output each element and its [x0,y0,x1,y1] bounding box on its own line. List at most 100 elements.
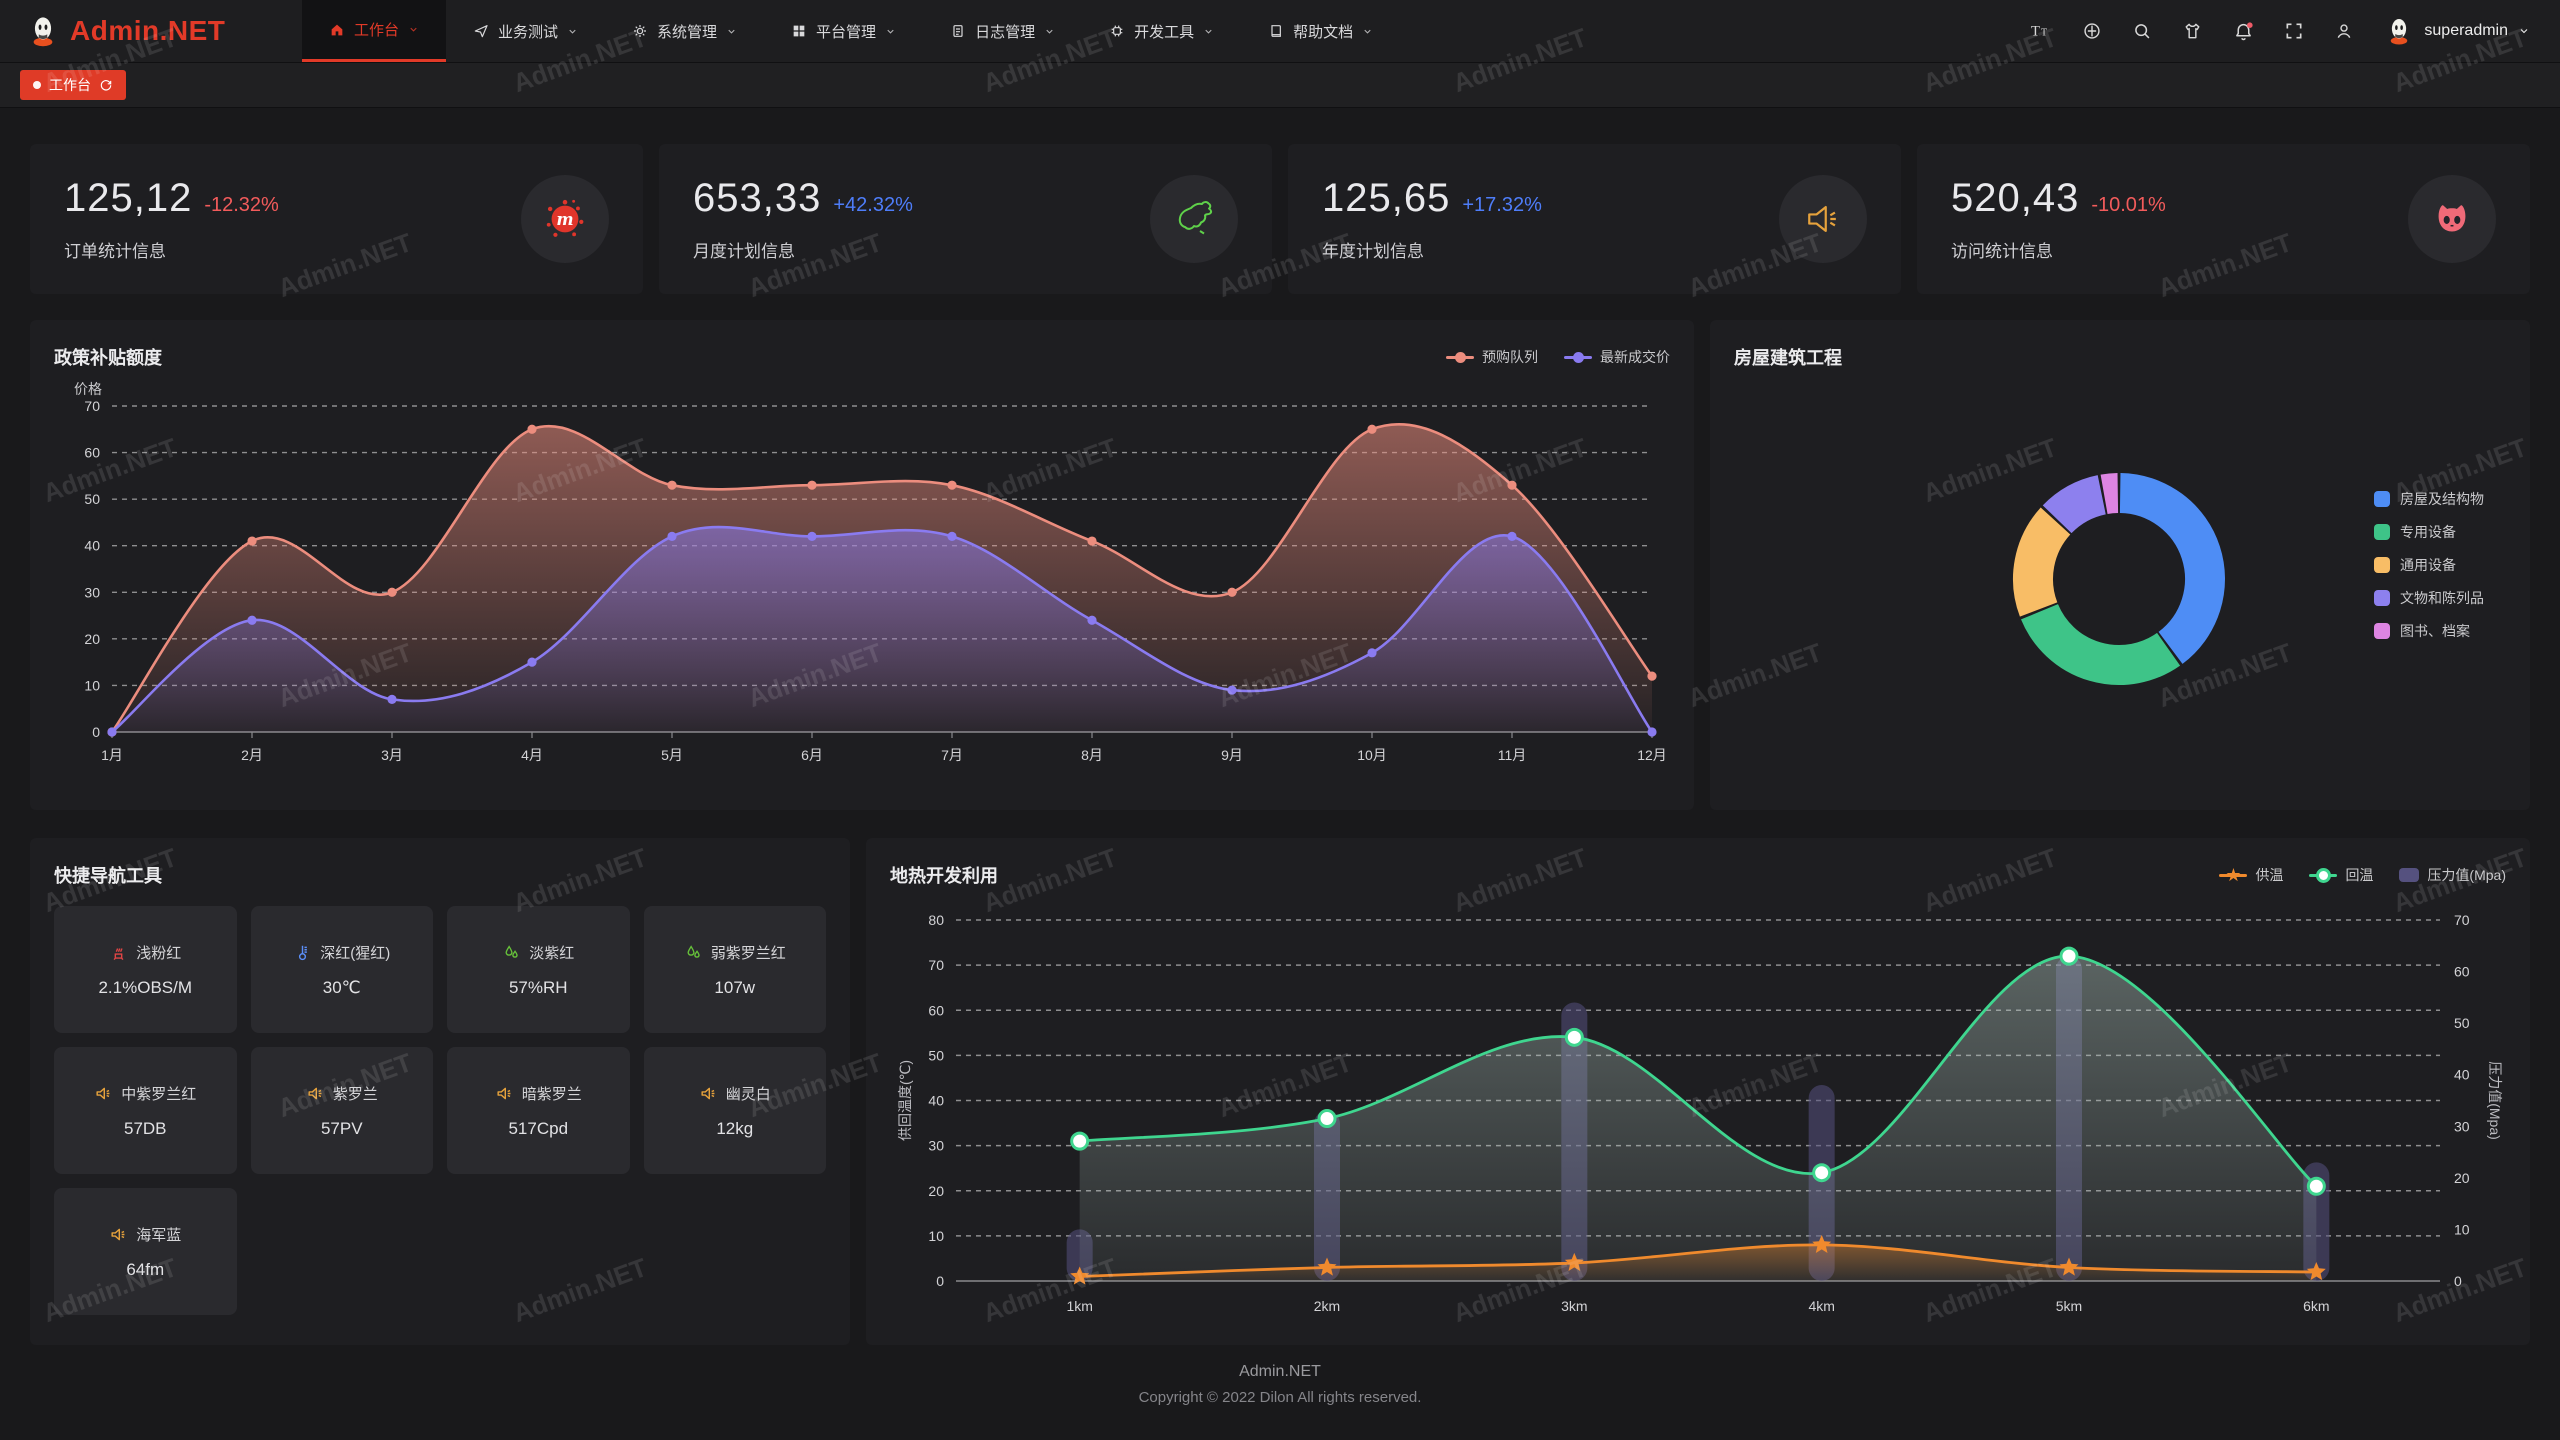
tab-workbench[interactable]: 工作台 [20,70,126,100]
speaker-icon [109,1225,128,1244]
quick-nav-tile[interactable]: 淡紫红 57%RH [447,906,630,1033]
quick-nav-tile[interactable]: 中紫罗兰红 57DB [54,1047,237,1174]
svg-text:9月: 9月 [1221,747,1243,763]
tab-label: 工作台 [49,77,91,93]
svg-text:40: 40 [84,538,100,554]
quick-nav-tile[interactable]: 暗紫罗兰 517Cpd [447,1047,630,1174]
tile-label: 幽灵白 [725,1085,771,1103]
theme-shirt-icon[interactable] [2182,21,2203,41]
quick-nav-tile[interactable]: 弱紫罗兰红 107w [643,906,826,1033]
svg-text:1月: 1月 [101,747,123,763]
quick-nav-tile[interactable]: 浅粉红 2.1%OBS/M [54,906,237,1033]
legend-item[interactable]: 房屋及结构物 [2374,489,2484,509]
svg-text:70: 70 [2454,912,2470,928]
notification-bell-icon[interactable] [2233,21,2254,42]
home-icon [329,22,345,38]
menu-item-label: 系统管理 [657,23,718,41]
menu-item-help-docs[interactable]: 帮助文档 [1241,0,1400,62]
tile-value: 107w [714,977,756,997]
legend-item[interactable]: 文物和陈列品 [2374,588,2484,608]
legend-item-preorder[interactable]: 预购队列 [1446,347,1538,367]
language-icon[interactable] [2082,21,2102,41]
refresh-icon[interactable] [99,78,113,92]
stat-delta: +17.32% [1462,194,1542,216]
svg-text:4月: 4月 [521,747,543,763]
stat-card-monthly-plan: 653,33 +42.32% 月度计划信息 [659,144,1272,294]
svg-text:70: 70 [928,957,944,973]
legend-item-supply-temp[interactable]: ★ 供温 [2219,865,2283,885]
menu-item-label: 日志管理 [975,23,1036,41]
svg-text:50: 50 [2454,1015,2470,1031]
building-legend: 房屋及结构物 专用设备 通用设备 文物和陈列品 图书、档案 [2374,489,2484,641]
stat-label: 访问统计信息 [1951,242,2053,261]
svg-text:10: 10 [84,677,100,693]
legend-item[interactable]: 通用设备 [2374,555,2484,575]
stat-label: 订单统计信息 [64,242,166,261]
quick-nav-tile[interactable]: 海军蓝 64fm [54,1188,237,1315]
subsidy-legend: 预购队列 最新成交价 [1446,347,1670,367]
tile-value: 12kg [716,1118,754,1138]
panel-title: 政策补贴额度 [54,348,162,368]
legend-item[interactable]: 图书、档案 [2374,621,2484,641]
tile-value: 517Cpd [508,1118,569,1138]
geothermal-chart-panel: 地热开发利用 ★ 供温 回温 压力值(Mpa) [866,838,2530,1345]
stat-delta: -12.32% [204,194,279,216]
brand[interactable]: Admin.NET [0,0,302,62]
menu-item-business-test[interactable]: 业务测试 [446,0,605,62]
speaker-icon [1779,175,1867,263]
search-icon[interactable] [2132,21,2152,41]
legend-item[interactable]: 专用设备 [2374,522,2484,542]
quick-nav-tile[interactable]: 紫罗兰 57PV [250,1047,433,1174]
stat-cards-row: 125,12 -12.32% 订单统计信息 m [30,144,2530,294]
svg-text:20: 20 [2454,1170,2470,1186]
svg-text:4km: 4km [1808,1298,1834,1314]
svg-text:T: T [2041,28,2047,39]
speaker-icon [306,1084,325,1103]
menu-item-platform-management[interactable]: 平台管理 [764,0,923,62]
svg-text:10: 10 [2454,1221,2470,1237]
stat-delta: -10.01% [2091,194,2166,216]
chevron-down-icon [2518,25,2530,37]
menu-item-label: 业务测试 [498,23,559,41]
legend-item-pressure[interactable]: 压力值(Mpa) [2399,865,2506,885]
quick-nav-tile[interactable]: 深红(猩红) 30℃ [250,906,433,1033]
svg-text:30: 30 [928,1138,944,1154]
tile-value: 57DB [123,1118,167,1138]
svg-text:12月: 12月 [1637,747,1667,763]
menu-item-system-management[interactable]: 系统管理 [605,0,764,62]
svg-text:30: 30 [2454,1118,2470,1134]
user-menu[interactable]: superadmin [2384,16,2530,46]
menu-item-label: 平台管理 [816,23,877,41]
chevron-down-icon [567,26,578,37]
panel-title: 房屋建筑工程 [1734,348,1842,368]
menu-item-dev-tools[interactable]: 开发工具 [1082,0,1241,62]
menu-item-log-management[interactable]: 日志管理 [923,0,1082,62]
quick-nav-tile[interactable]: 幽灵白 12kg [643,1047,826,1174]
meetup-splat-icon: m [521,175,609,263]
grid-icon [791,23,807,39]
tile-value: 57PV [320,1118,363,1138]
building-chart-panel: 房屋建筑工程 房屋及结构物 专用设备 通用设备 文物和陈列品 图书、档案 [1710,320,2530,810]
tab-active-dot [33,81,41,89]
legend-item-return-temp[interactable]: 回温 [2309,865,2373,885]
menu-item-workbench[interactable]: 工作台 [302,0,447,62]
fullscreen-icon[interactable] [2284,21,2304,41]
svg-text:70: 70 [84,398,100,414]
speaker-icon [699,1084,718,1103]
svg-text:30: 30 [84,584,100,600]
brand-name: Admin.NET [70,15,226,46]
tile-value: 2.1%OBS/M [98,977,193,997]
speaker-icon [495,1084,514,1103]
quick-nav-panel: 快捷导航工具 浅粉红 2.1%OBS/M 深红(猩红) [30,838,850,1345]
svg-text:0: 0 [936,1273,944,1289]
chip-icon [1109,23,1125,39]
profile-icon[interactable] [2334,21,2354,41]
svg-text:m: m [556,210,573,229]
tile-value: 64fm [126,1259,165,1279]
brand-logo-icon [26,14,60,48]
svg-text:供回温度(℃): 供回温度(℃) [897,1060,913,1141]
legend-item-latest-price[interactable]: 最新成交价 [1564,347,1670,367]
svg-text:20: 20 [928,1183,944,1199]
charts-row-1: 政策补贴额度 预购队列 最新成交价 0 10 20 30 40 50 60 70 价格 1月 2月 3… [30,320,2530,810]
